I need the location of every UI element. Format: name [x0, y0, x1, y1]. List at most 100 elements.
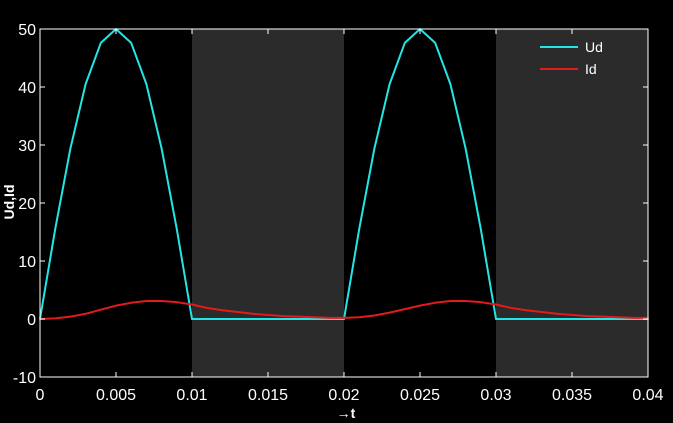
- data-point-ud: [267, 318, 269, 320]
- legend-label-id: Id: [585, 61, 597, 77]
- x-axis-ticks: 0 0.005 0.01 0.015 0.02 0.025 0.03 0.035 0.04: [36, 29, 664, 404]
- data-point-id: [373, 314, 376, 317]
- data-point-ud: [99, 42, 102, 44]
- y-tick-label: 10: [18, 254, 36, 271]
- data-point-ud: [312, 318, 315, 320]
- x-tick-label: 0.04: [632, 387, 663, 404]
- data-point-ud: [525, 318, 528, 320]
- data-point-ud: [586, 318, 589, 320]
- data-point-ud: [555, 318, 558, 320]
- data-point-id: [84, 312, 87, 315]
- data-point-ud: [571, 318, 573, 320]
- y-tick-label: 0: [27, 312, 36, 329]
- data-point-id: [282, 315, 285, 317]
- data-point-id: [525, 309, 528, 312]
- data-point-id: [540, 311, 543, 313]
- series-lines: [39, 28, 649, 320]
- x-axis-label: →t: [337, 405, 356, 421]
- shaded-interval-0: [192, 29, 344, 377]
- data-point-id: [616, 316, 619, 319]
- data-point-ud: [373, 147, 376, 150]
- x-tick-label: 0.015: [248, 387, 288, 404]
- data-point-ud: [221, 318, 224, 320]
- y-tick-label: 30: [18, 138, 36, 155]
- data-point-ud: [479, 228, 482, 231]
- data-point-ud: [297, 318, 300, 320]
- data-point-ud: [251, 318, 254, 320]
- data-point-ud: [403, 42, 406, 44]
- data-point-id: [312, 316, 315, 319]
- data-point-id: [115, 304, 117, 307]
- data-point-id: [145, 300, 148, 302]
- data-point-ud: [191, 318, 193, 320]
- data-point-id: [419, 304, 421, 307]
- data-point-id: [495, 303, 497, 306]
- x-tick-label: 0.035: [552, 387, 592, 404]
- data-point-id: [99, 308, 102, 311]
- legend: Ud Id: [540, 39, 603, 77]
- data-point-id: [464, 300, 467, 302]
- data-point-ud: [601, 318, 604, 320]
- data-point-id: [267, 314, 269, 316]
- x-tick-label: 0.03: [480, 387, 511, 404]
- x-tick-label: 0.025: [400, 387, 440, 404]
- data-point-ud: [84, 83, 87, 85]
- y-tick-label: -10: [13, 370, 36, 387]
- data-point-id: [343, 316, 345, 319]
- data-point-id: [160, 300, 163, 302]
- data-point-id: [510, 307, 513, 309]
- data-point-id: [251, 312, 254, 315]
- data-point-ud: [236, 318, 239, 320]
- data-point-ud: [388, 83, 391, 85]
- x-tick-label: 0: [36, 387, 45, 404]
- data-point-ud: [130, 42, 133, 44]
- data-point-ud: [464, 147, 467, 150]
- y-tick-label: 50: [18, 22, 36, 39]
- y-tick-label: 40: [18, 80, 36, 97]
- data-point-ud: [358, 228, 361, 231]
- data-point-id: [130, 301, 133, 304]
- data-point-id: [297, 315, 300, 318]
- data-point-id: [327, 316, 330, 319]
- data-point-id: [388, 311, 391, 314]
- data-point-id: [69, 315, 72, 318]
- data-point-id: [221, 309, 224, 312]
- data-point-id: [586, 315, 589, 317]
- shaded-interval-1: [496, 29, 648, 377]
- data-point-id: [206, 307, 209, 309]
- data-point-id: [175, 301, 178, 304]
- data-point-id: [434, 301, 437, 304]
- data-point-id: [191, 303, 193, 306]
- data-point-id: [236, 311, 239, 313]
- data-point-ud: [495, 318, 497, 320]
- data-point-ud: [540, 318, 543, 320]
- data-point-ud: [160, 147, 163, 150]
- data-point-ud: [510, 318, 513, 320]
- data-point-ud: [616, 318, 619, 320]
- data-point-ud: [206, 318, 209, 320]
- data-point-ud: [175, 228, 178, 231]
- data-point-id: [601, 315, 604, 318]
- x-tick-label: 0.02: [328, 387, 359, 404]
- data-point-ud: [54, 228, 57, 231]
- y-tick-label: 20: [18, 196, 36, 213]
- data-point-ud: [434, 42, 437, 44]
- y-axis-label: Ud,Id: [1, 185, 17, 220]
- legend-label-ud: Ud: [585, 39, 603, 55]
- x-tick-label: 0.01: [176, 387, 207, 404]
- data-point-id: [54, 317, 57, 320]
- data-point-id: [555, 312, 558, 315]
- data-point-id: [403, 308, 406, 311]
- data-point-ud: [282, 318, 285, 320]
- y-axis-ticks: -10 0 10 20 30 40 50: [13, 22, 648, 387]
- data-point-ud: [145, 83, 148, 85]
- data-point-id: [631, 316, 634, 319]
- data-point-id: [571, 314, 573, 316]
- data-point-ud: [449, 83, 452, 85]
- data-point-id: [479, 301, 482, 304]
- data-point-ud: [69, 147, 72, 150]
- data-point-id: [358, 316, 361, 319]
- x-tick-label: 0.005: [96, 387, 136, 404]
